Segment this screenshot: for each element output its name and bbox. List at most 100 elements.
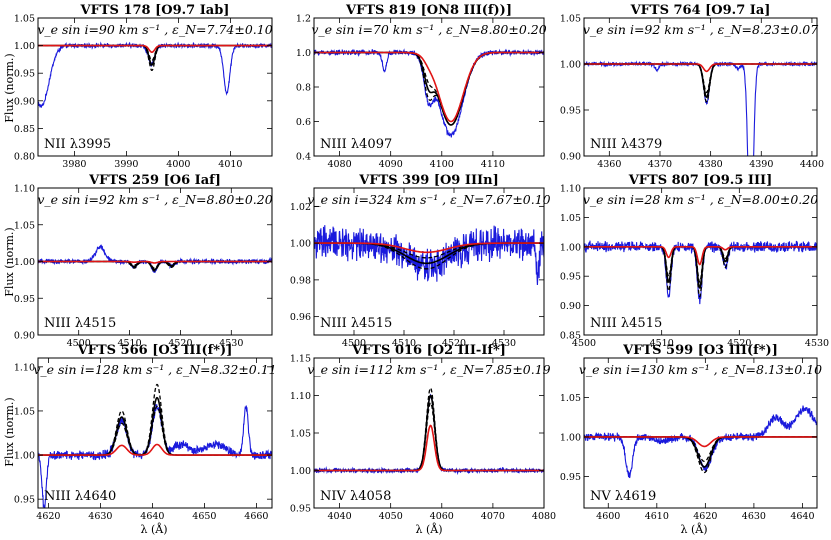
- panel-4-xtick-label: 4500: [67, 338, 91, 349]
- panel-1-model-nitrogen-free: [38, 44, 272, 54]
- panel-4: VFTS 259 [O6 Iaf] 4500 4510 4520 4530 0.90 0.9…: [14, 173, 273, 349]
- panel-9-xtick-label: 4630: [742, 511, 766, 522]
- panel-9-ytick-label: 0.95: [560, 472, 581, 483]
- panel-2-model-lower: [314, 51, 544, 126]
- panel-3-xtick-label: 4400: [800, 159, 824, 170]
- panel-4-xtick-label: 4510: [117, 338, 141, 349]
- panel-1-ytick-label: 1.05: [14, 14, 35, 25]
- panel-5-observed-spectrum: [314, 225, 544, 286]
- panel-6-xtick-label: 4520: [727, 338, 751, 349]
- panel-6-ytick-label: 1.05: [560, 213, 581, 224]
- panel-8-frame: [313, 357, 545, 509]
- panel-2-ytick-label: 0.6: [296, 117, 311, 128]
- panel-4-ion-label: NIII λ4515: [44, 316, 116, 331]
- panel-7-ytick-label: 1.00: [14, 451, 35, 462]
- panel-7-xtick-label: 4620: [36, 511, 60, 522]
- panel-7-xtick-label: 4630: [88, 511, 112, 522]
- panel-9-model-best-fit: [584, 436, 817, 468]
- panel-1-xtick-label: 3990: [114, 159, 138, 170]
- panel-2-model-upper: [314, 51, 544, 126]
- panel-2-xtick-label: 4080: [327, 159, 351, 170]
- panel-6-frame: [583, 187, 818, 336]
- panel-5-ytick-label: 0.98: [290, 275, 311, 286]
- panel-7-annotation: v_e sin i=128 km s⁻¹ , ε_N=8.32±0.11: [33, 362, 276, 377]
- panel-2-xtick-label: 4110: [481, 159, 505, 170]
- panel-8-xtick-label: 4040: [327, 511, 351, 522]
- panel-6-xtick-label: 4500: [572, 338, 596, 349]
- panel-8-xtick-label: 4050: [379, 511, 403, 522]
- panel-6: VFTS 807 [O9.5 III] 4500 4510 4520 4530 0.85 0…: [560, 173, 829, 349]
- panel-7-model-nitrogen-free: [38, 443, 272, 456]
- panel-6-ytick-label: 1.00: [560, 242, 581, 253]
- panel-1-annotation: v_e sin i=90 km s⁻¹ , ε_N=7.74±0.10: [37, 22, 272, 37]
- panel-1-xtick-label: 3980: [62, 159, 86, 170]
- panel-8-ytick-label: 1.10: [290, 391, 311, 402]
- panel-4-ytick-label: 1.00: [14, 257, 35, 268]
- panel-3-model-nitrogen-free: [584, 63, 817, 73]
- panel-3-ion-label: NIII λ4379: [590, 137, 662, 152]
- panel-6-model-nitrogen-free: [584, 246, 817, 266]
- panel-6-ytick-label: 0.95: [560, 272, 581, 283]
- panel-9-annotation: v_e sin i=130 km s⁻¹ , ε_N=8.13±0.10: [579, 362, 822, 377]
- panel-8-ytick-label: 0.95: [290, 504, 311, 515]
- panel-9-model-upper: [584, 436, 817, 474]
- panel-5-xtick-label: 4510: [392, 338, 416, 349]
- panel-1-ion-label: NII λ3995: [44, 137, 111, 152]
- panel-4-xtick-label: 4530: [219, 338, 243, 349]
- panel-6-xtick-label: 4510: [650, 338, 674, 349]
- panel-2-model-best-fit: [314, 51, 544, 126]
- panel-8-title: VFTS 016 [O2 III-If*]: [351, 343, 506, 358]
- panel-5-annotation: v_e sin i=324 km s⁻¹ , ε_N=7.67±0.10: [307, 192, 550, 207]
- panel-7-ion-label: NIII λ4640: [44, 489, 116, 504]
- panel-2-ytick-label: 1.0: [296, 48, 311, 59]
- panel-2: VFTS 819 [ON8 III(f))] 4080 4090 4100 4110 0.…: [296, 3, 547, 170]
- panel-8: VFTS 016 [O2 III-If*] 4040 4050 4060 4070 408…: [290, 343, 556, 522]
- panel-grid: VFTS 178 [O9.7 Iab] 3980 3990 4000 4010 0.80 0…: [14, 3, 829, 522]
- panel-2-model-nitrogen-free: [314, 51, 544, 123]
- panel-3: VFTS 764 [O9.7 Ia] 4360 4370 4380 4390 4400 0.…: [560, 3, 824, 170]
- panel-7-xtick-label: 4650: [192, 511, 216, 522]
- panel-2-ion-label: NIII λ4097: [320, 137, 392, 152]
- panel-3-title: VFTS 764 [O9.7 Ia]: [630, 3, 771, 18]
- panel-5-title: VFTS 399 [O9 IIIn]: [358, 173, 498, 188]
- panel-7-title: VFTS 566 [O3 III(f*)]: [77, 343, 233, 358]
- panel-3-ytick-label: 0.90: [560, 152, 581, 163]
- panel-4-ytick-label: 1.10: [14, 184, 35, 195]
- y-axis-label-row-3: Flux (norm.): [3, 397, 16, 466]
- panel-7-ytick-label: 1.05: [14, 406, 35, 417]
- panel-2-title: VFTS 819 [ON8 III(f))]: [345, 3, 512, 18]
- panel-2-observed-spectrum: [314, 48, 544, 138]
- panel-4-ytick-label: 1.05: [14, 220, 35, 231]
- panel-5-frame: [313, 187, 545, 336]
- panel-4-model-nitrogen-free: [38, 260, 272, 264]
- panel-4-annotation: v_e sin i=92 km s⁻¹ , ε_N=8.80±0.20: [37, 192, 272, 207]
- panel-3-ytick-label: 1.05: [560, 14, 581, 25]
- panel-7-ytick-label: 1.10: [14, 362, 35, 373]
- panel-8-ytick-label: 1.00: [290, 466, 311, 477]
- panel-5-ion-label: NIII λ4515: [320, 316, 392, 331]
- panel-5-ytick-label: 1.00: [290, 239, 311, 250]
- panel-3-frame: [583, 17, 818, 157]
- panel-9-xtick-label: 4600: [596, 511, 620, 522]
- panel-8-xtick-label: 4070: [481, 511, 505, 522]
- panel-9-ytick-label: 1.05: [560, 393, 581, 404]
- panel-9-model-lower: [584, 436, 817, 463]
- panel-1-ytick-label: 1.00: [14, 41, 35, 52]
- panel-1: VFTS 178 [O9.7 Iab] 3980 3990 4000 4010 0.80 0…: [14, 3, 273, 170]
- panel-2-ytick-label: 0.4: [296, 152, 311, 163]
- panel-4-ytick-label: 0.90: [14, 331, 35, 342]
- panel-7-observed-spectrum: [38, 404, 272, 508]
- panel-3-xtick-label: 4380: [699, 159, 723, 170]
- panel-6-ytick-label: 0.90: [560, 301, 581, 312]
- panel-6-ion-label: NIII λ4515: [590, 316, 662, 331]
- panel-5-ytick-label: 0.96: [290, 312, 311, 323]
- panel-9-observed-spectrum: [584, 405, 817, 479]
- panel-3-observed-spectrum: [584, 60, 817, 156]
- panel-1-ytick-label: 0.90: [14, 96, 35, 107]
- panel-3-annotation: v_e sin i=92 km s⁻¹ , ε_N=8.23±0.07: [583, 22, 818, 37]
- panel-5-xtick-label: 4520: [442, 338, 466, 349]
- panel-8-xtick-label: 4060: [430, 511, 454, 522]
- panel-3-model-lower: [584, 63, 817, 94]
- panel-2-frame: [313, 17, 545, 157]
